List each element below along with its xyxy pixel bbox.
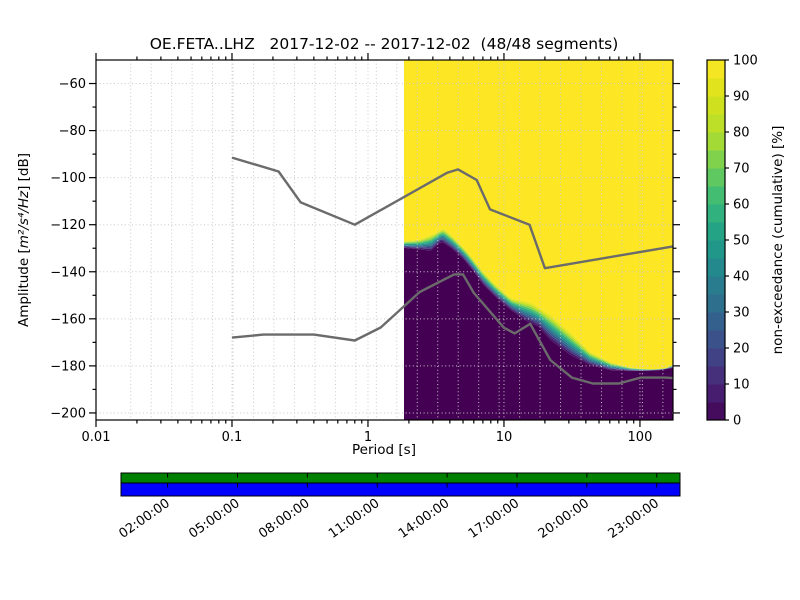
colorbar-tick-label: 90: [733, 90, 750, 105]
colorbar-tick-label: 50: [733, 234, 750, 249]
nhnm-noise-model-curve: [231, 156, 674, 270]
colorbar-block: [707, 240, 725, 259]
colorbar-tick-label: 80: [733, 126, 750, 141]
axis-ticks: [89, 53, 680, 427]
colorbar-tick-label: 30: [733, 306, 750, 321]
colorbar-block: [707, 60, 725, 79]
x-tick-label: 100: [628, 430, 653, 445]
colorbar-block: [707, 78, 725, 97]
coverage-time-strip: [120, 482, 681, 497]
y-tick-label: −120: [50, 218, 86, 233]
colorbar-block: [707, 366, 725, 385]
colorbar-block: [707, 294, 725, 313]
x-axis-label: Period [s]: [352, 442, 416, 458]
y-tick-label: −100: [50, 171, 86, 186]
x-tick-label: 10: [496, 430, 513, 445]
colorbar-block: [707, 132, 725, 151]
colorbar-tick-label: 70: [733, 162, 750, 177]
y-tick-label: −60: [59, 77, 86, 92]
colorbar-block: [707, 186, 725, 205]
colorbar-tick-label: 10: [733, 378, 750, 393]
y-axis-label: Amplitude [m²/s⁴/Hz] [dB]: [16, 153, 32, 327]
colorbar-block: [707, 222, 725, 241]
colorbar-block: [707, 96, 725, 115]
x-tick-label: 1: [364, 430, 372, 445]
hist-region-100pct: [404, 60, 673, 370]
colorbar-tick-label: 60: [733, 198, 750, 213]
colorbar-tick-label: 0: [733, 414, 741, 429]
y-tick-label: −140: [50, 265, 86, 280]
colorbar-block: [707, 168, 725, 187]
y-tick-label: −180: [50, 359, 86, 374]
y-tick-label: −160: [50, 312, 86, 327]
colorbar: 0 10 20 30 40 50 60 70 80 90 100: [706, 54, 758, 429]
colorbar-block: [707, 114, 725, 133]
colorbar-tick-label: 40: [733, 270, 750, 285]
colorbar-block: [707, 330, 725, 349]
axes-frame: [95, 59, 674, 421]
colorbar-block: [707, 402, 725, 421]
colorbar-block: [707, 312, 725, 331]
y-axis-label-prefix: Amplitude [: [16, 248, 32, 328]
colorbar-block: [707, 348, 725, 367]
plot-title: OE.FETA..LHZ 2017-12-02 -- 2017-12-02 (4…: [149, 35, 619, 53]
colorbar-tick-label: 100: [733, 54, 758, 69]
y-axis-label-math: m²/s⁴/Hz: [16, 190, 32, 249]
colorbar-block: [707, 276, 725, 295]
x-tick-label: 0.01: [82, 430, 111, 445]
y-axis-label-suffix: ] [dB]: [16, 152, 32, 191]
colorbar-block: [707, 384, 725, 403]
colorbar-tick-label: 20: [733, 342, 750, 357]
colorbar-block: [707, 150, 725, 169]
y-tick-label: −200: [50, 406, 86, 421]
x-tick-label: 0.1: [222, 430, 243, 445]
tick-labels: 0.01 0.1 1 10 100 −60 −80 −100 −120 −140 −160 −180 −…: [50, 77, 652, 445]
colorbar-block: [707, 258, 725, 277]
colorbar-label: non-exceedance (cumulative) [%]: [770, 125, 786, 355]
nlnm-noise-model-curve: [231, 273, 674, 385]
coverage-data-strip: [120, 472, 681, 484]
colorbar-block: [707, 204, 725, 223]
y-tick-label: −80: [59, 124, 86, 139]
